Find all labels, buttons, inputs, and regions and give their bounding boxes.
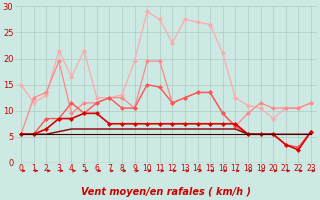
X-axis label: Vent moyen/en rafales ( km/h ): Vent moyen/en rafales ( km/h ) [81,187,251,197]
